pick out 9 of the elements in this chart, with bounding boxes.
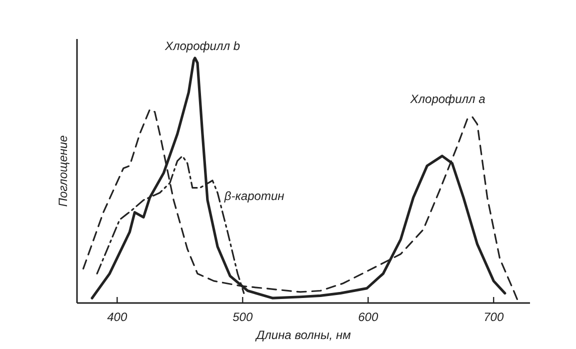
x-tick-label: 700 [484, 310, 504, 324]
series-label: β-каротин [223, 189, 285, 203]
series-label: Хлорофилл b [164, 39, 240, 53]
y-axis-title: Поглощение [56, 134, 70, 207]
x-tick-label: 400 [107, 310, 128, 324]
x-axis-title: Длина волны, нм [254, 328, 351, 342]
x-tick-label: 600 [358, 310, 378, 324]
x-tick-label: 500 [232, 310, 253, 324]
series-label: Хлорофилл a [409, 92, 486, 106]
